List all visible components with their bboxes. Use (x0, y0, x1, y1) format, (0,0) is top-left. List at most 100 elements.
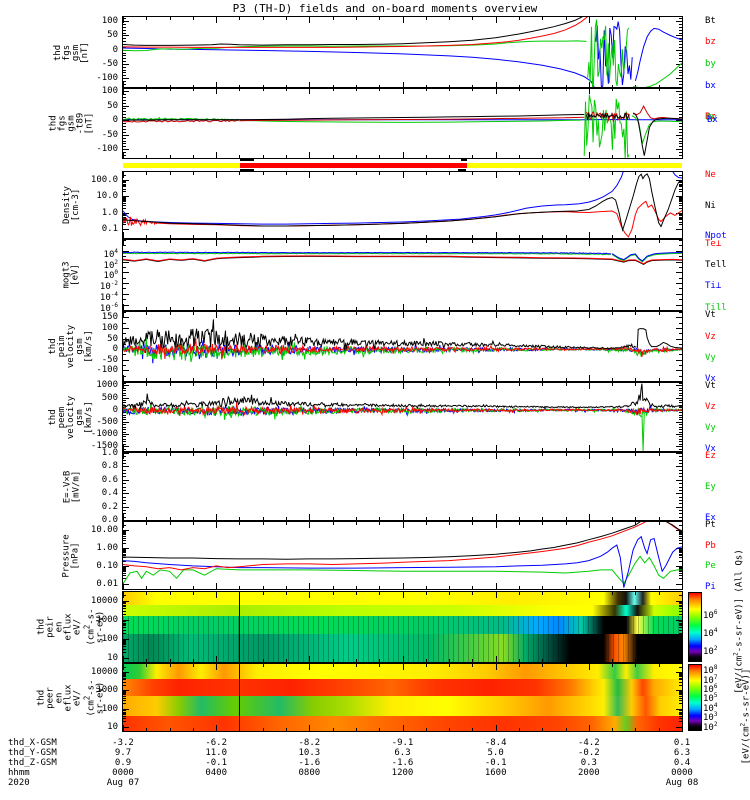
bottom-axis-value: -1.6 (298, 758, 321, 768)
series-trace (672, 172, 682, 179)
bottom-axis-value: 5.0 (487, 748, 504, 758)
y-tick-label: 0 (112, 344, 118, 355)
y-tick-label: 0 (112, 44, 118, 55)
y-tick-label: 0.2 (101, 501, 118, 512)
axis-ticks (123, 592, 682, 662)
y-axis-title-efield: E=-V×B [mV/m] (27, 453, 117, 520)
legend-Vx: Vx (705, 373, 716, 384)
colorbar-tick-label: 105 (703, 692, 718, 705)
spectrogram-ion-spectrogram (123, 592, 682, 662)
y-axis-title-text: thd peer en eflux eV/(cm2-s-sr-eV) (36, 678, 106, 717)
y-tick-label: 100 (101, 85, 118, 96)
bottom-axis-value: -0.1 (205, 758, 227, 768)
bottom-axis-value: 0000 (112, 768, 134, 778)
bottom-axis-value: -1.6 (391, 758, 414, 768)
bottom-axis-value: -3.2 (112, 738, 134, 748)
series-trace (123, 251, 612, 255)
y-tick-label: 1000 (96, 380, 118, 391)
y-tick-label: 10.00 (90, 525, 118, 536)
series-trace (632, 113, 682, 156)
quality-bar (123, 163, 682, 168)
series-trace (123, 340, 682, 364)
series-trace (123, 338, 682, 360)
y-tick-label: 500 (101, 392, 118, 403)
y-axis-title-text: thd fgs gsm [nT] (53, 41, 90, 64)
colorbar-tick-label: 108 (703, 664, 718, 677)
legend-bx: bx (705, 80, 716, 91)
y-tick-label: 10.0 (96, 191, 118, 202)
series-trace (632, 105, 682, 120)
y-tick-label: -500 (96, 416, 118, 427)
panel-plot-efield (123, 453, 682, 520)
y-axis-title-electron-spectrogram: thd peer en eflux eV/(cm2-s-sr-eV) (27, 664, 117, 731)
series-trace (123, 114, 585, 121)
bottom-axis-value: -0.1 (484, 758, 507, 768)
axis-ticks (123, 88, 682, 158)
spectrogram-row (123, 679, 682, 697)
y-axis-title-text: mogt3 [eV] (62, 261, 81, 289)
bottom-axis-row-label: thd_Z-GSM (8, 758, 57, 768)
panel-frame-efield (122, 452, 683, 521)
bottom-axis-value: -0.2 (577, 748, 600, 758)
series-trace (123, 40, 587, 52)
spectrogram-row (123, 664, 682, 680)
y-axis-title-fgs-gsm-t89: thd fgs gsm -t89 [nT] (27, 88, 117, 158)
spectrogram-electron-spectrogram (123, 664, 682, 731)
bottom-axis-value: Aug 08 (665, 778, 699, 788)
legend-Bx: Bx (707, 114, 718, 125)
bottom-axis-value: 0.1 (673, 738, 691, 748)
axis-ticks (123, 664, 682, 731)
legend-Te⊥: Te⊥ (705, 238, 722, 249)
y-tick-label: 100 (103, 269, 118, 282)
legend-Pe: Pe (705, 561, 716, 572)
y-tick-label: -1500 (90, 441, 118, 452)
legend-Ey: Ey (705, 482, 716, 493)
legend-Bt: Bt (705, 15, 716, 26)
series-trace (123, 383, 682, 410)
bottom-axis-value: 6.3 (673, 748, 691, 758)
legend-Vx: Vx (705, 443, 716, 454)
series-trace (123, 319, 637, 354)
legend-by: by (705, 59, 716, 70)
legend-Vt: Vt (705, 310, 716, 321)
series-trace (123, 402, 682, 417)
bottom-axis-value: 1200 (391, 768, 414, 778)
series-trace (123, 119, 239, 123)
y-tick-label: -50 (101, 58, 118, 69)
y-tick-label: 1.00 (96, 543, 118, 554)
legend-Vz: Vz (705, 402, 716, 413)
bottom-axis-value: 11.0 (205, 748, 227, 758)
quality-flag-mark (240, 159, 254, 161)
quality-flag-mark (458, 169, 466, 171)
y-tick-label: 0.10 (96, 560, 118, 571)
legend-Ne: Ne (705, 170, 716, 181)
y-tick-label: 150 (101, 312, 118, 323)
y-tick-label: 104 (103, 247, 118, 260)
y-tick-label: 1.0 (101, 207, 118, 218)
colorbar-ion-spectrogram (688, 592, 702, 662)
bottom-axis-row-label: thd_Y-GSM (8, 748, 57, 758)
panel-plot-electron-spectrogram (123, 664, 682, 731)
y-tick-label: 0.1 (101, 224, 118, 235)
axis-ticks (123, 383, 682, 451)
bottom-axis-value: -8.4 (484, 738, 507, 748)
y-axis-title-text: thd fgs gsm -t89 [nT] (48, 112, 95, 134)
bottom-axis-value: 0800 (298, 768, 321, 778)
panel-frame-temperature (122, 239, 683, 311)
y-axis-title-text: Pressure [nPa] (61, 533, 81, 578)
series-trace (123, 17, 583, 46)
panel-frame-peem-velocity (122, 382, 683, 452)
colorbar-tick-label: 106 (703, 608, 718, 621)
panel-frame-density (122, 171, 683, 239)
bottom-axis-value: 2000 (577, 768, 600, 778)
axis-ticks (123, 522, 682, 589)
series-trace (123, 555, 682, 585)
y-tick-label: 0.0 (101, 515, 118, 525)
colorbar-tick-label: 107 (703, 673, 718, 686)
colorbar-tick-label: 103 (703, 711, 718, 724)
series-trace (611, 252, 682, 262)
y-axis-title-peim-velocity: thd peim velocity gsm [km/s] (27, 312, 117, 381)
y-tick-label: -50 (101, 129, 118, 140)
panel-plot-density (123, 172, 682, 238)
